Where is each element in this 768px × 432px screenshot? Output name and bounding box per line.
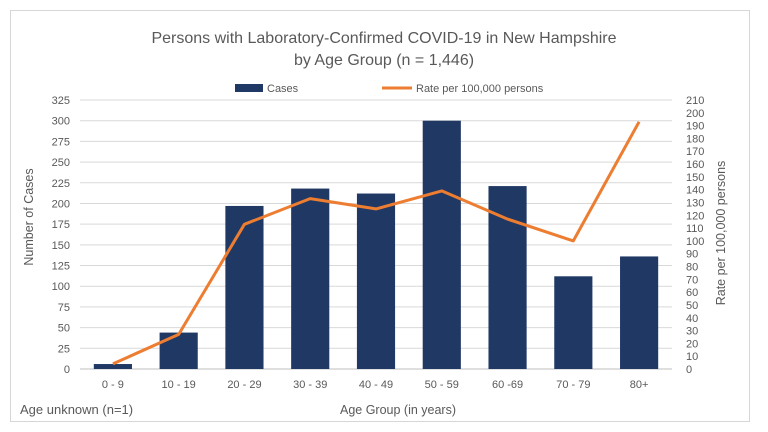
bar-cases: [225, 205, 264, 369]
bar-cases: [291, 188, 330, 369]
legend-label-rate: Rate per 100,000 persons: [416, 83, 544, 95]
y-tick-label-right: 90: [686, 249, 698, 261]
y-tick-label-left: 200: [52, 198, 70, 210]
x-tick-label: 20 - 29: [227, 379, 261, 391]
y-tick-label-right: 180: [686, 133, 704, 145]
age-unknown-note: Age unknown (n=1): [20, 402, 133, 417]
y-tick-label-right: 10: [686, 351, 698, 363]
bar-series-cases: [93, 120, 659, 369]
y-tick-label-right: 190: [686, 121, 704, 133]
rate-line: [112, 121, 641, 366]
y-tick-label-right: 110: [686, 223, 704, 235]
legend-label-cases: Cases: [267, 83, 299, 95]
x-tick-label: 60 -69: [492, 379, 523, 391]
y-tick-label-right: 30: [686, 326, 698, 338]
bar-cases: [422, 120, 461, 369]
chart-title-line1: Persons with Laboratory-Confirmed COVID-…: [151, 30, 616, 47]
y-tick-label-left: 225: [52, 178, 70, 190]
y-tick-label-right: 20: [686, 338, 698, 350]
y-tick-label-right: 160: [686, 159, 704, 171]
y-tick-label-left: 75: [58, 302, 70, 314]
bar-cases: [488, 186, 527, 369]
y-tick-label-left: 300: [52, 116, 70, 128]
y-tick-label-right: 60: [686, 287, 698, 299]
chart-frame: [10, 10, 750, 422]
y-tick-label-left: 25: [58, 343, 70, 355]
x-tick-label: 40 - 49: [359, 379, 393, 391]
y-tick-label-left: 0: [64, 364, 70, 376]
y-axis-right-ticks: 0102030405060708090100110120130140150160…: [686, 95, 704, 376]
y-tick-label-left: 50: [58, 323, 70, 335]
y-tick-label-right: 0: [686, 364, 692, 376]
y-tick-label-right: 140: [686, 185, 704, 197]
x-tick-label: 0 - 9: [102, 379, 124, 391]
y-axis-left-ticks: 0 25 50 75 100 125 150 175 200 225 250 275 300 325: [52, 95, 70, 376]
bar-cases: [93, 364, 132, 369]
x-tick-label: 10 - 19: [162, 379, 196, 391]
legend-swatch-cases: [235, 84, 263, 92]
x-tick-label: 70 - 79: [556, 379, 590, 391]
y-tick-label-left: 275: [52, 136, 70, 148]
chart-title-line2: by Age Group (n = 1,446): [294, 52, 474, 69]
y-tick-label-right: 210: [686, 95, 704, 107]
y-tick-label-left: 125: [52, 261, 70, 273]
bar-cases: [356, 193, 396, 369]
y-tick-label-right: 170: [686, 146, 704, 158]
y-tick-label-right: 120: [686, 210, 704, 222]
y-tick-label-right: 150: [686, 172, 704, 184]
y-axis-right-title: Rate per 100,000 persons: [714, 161, 728, 306]
y-tick-label-left: 150: [52, 240, 70, 252]
x-axis-ticks: 0 - 9 10 - 19 20 - 29 30 - 39 40 - 49 50 - 59…: [102, 379, 649, 391]
y-tick-label-left: 100: [52, 281, 70, 293]
y-tick-label-right: 70: [686, 274, 698, 286]
x-axis-title: Age Group (in years): [340, 403, 456, 417]
x-tick-label: 50 - 59: [425, 379, 459, 391]
y-tick-label-right: 200: [686, 108, 704, 120]
y-tick-label-right: 40: [686, 313, 698, 325]
y-tick-label-right: 100: [686, 236, 704, 248]
y-tick-label-right: 80: [686, 262, 698, 274]
legend: Cases Rate per 100,000 persons: [235, 83, 544, 95]
y-tick-label-right: 130: [686, 197, 704, 209]
x-tick-label: 80+: [630, 379, 649, 391]
bar-cases: [554, 276, 593, 369]
y-tick-label-left: 250: [52, 157, 70, 169]
bar-cases: [620, 256, 659, 369]
bar-cases: [159, 332, 198, 369]
y-tick-label-right: 50: [686, 300, 698, 312]
y-tick-label-left: 175: [52, 219, 70, 231]
y-tick-label-left: 325: [52, 95, 70, 107]
line-series-rate: [112, 121, 641, 366]
x-tick-label: 30 - 39: [293, 379, 327, 391]
y-axis-left-title: Number of Cases: [22, 168, 36, 265]
